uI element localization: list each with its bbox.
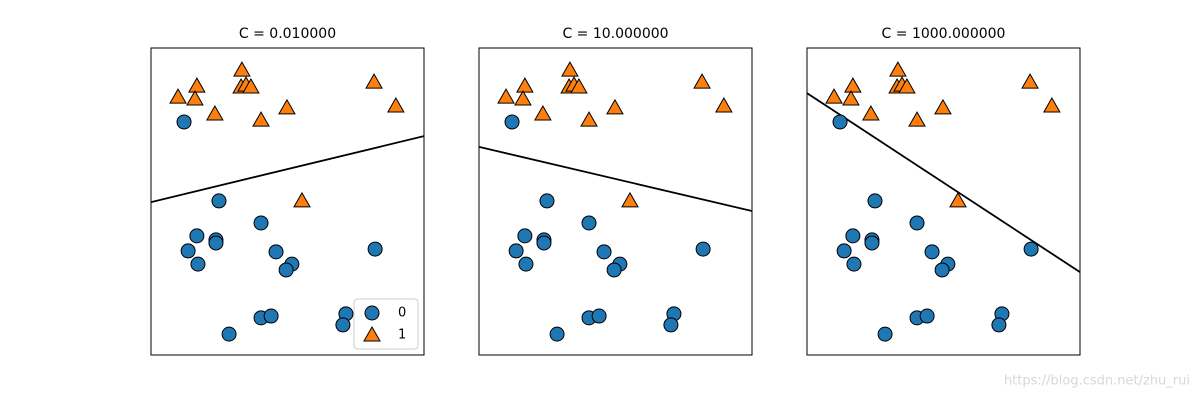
point [233, 61, 251, 77]
point [695, 241, 711, 257]
point [534, 104, 552, 121]
point [190, 256, 206, 272]
point [508, 243, 524, 259]
point [186, 89, 204, 106]
point [208, 235, 224, 251]
point [549, 326, 565, 342]
point [621, 191, 639, 208]
legend-marker [363, 325, 381, 342]
point [539, 193, 555, 209]
point [189, 228, 205, 244]
point [570, 77, 588, 94]
point [504, 114, 520, 130]
point [606, 98, 624, 115]
point [367, 241, 383, 257]
point [1043, 97, 1061, 113]
point [842, 89, 860, 106]
chart-title: C = 0.010000 [239, 26, 336, 42]
point [211, 193, 227, 209]
point [836, 243, 852, 259]
point [180, 243, 196, 259]
point [206, 104, 224, 121]
point [934, 98, 952, 115]
point [1021, 73, 1039, 89]
point [365, 73, 383, 89]
point [909, 215, 925, 231]
point [846, 256, 862, 272]
point [693, 73, 711, 89]
point [832, 114, 848, 130]
legend-marker [364, 305, 380, 321]
point [169, 88, 187, 104]
point [934, 262, 950, 278]
point [293, 191, 311, 208]
decision-boundary [479, 145, 752, 212]
point [268, 244, 284, 260]
point [924, 244, 940, 260]
point [606, 262, 622, 278]
point [561, 61, 579, 77]
point [252, 111, 270, 127]
point [514, 89, 532, 106]
point [580, 111, 598, 127]
point [516, 77, 534, 93]
point [517, 228, 533, 244]
point [908, 111, 926, 127]
plot-frame [806, 47, 1081, 356]
plot-frame [478, 47, 753, 356]
decision-boundary [807, 92, 1080, 273]
point [188, 77, 206, 93]
point [919, 308, 935, 324]
decision-boundary [151, 135, 424, 203]
point [898, 77, 916, 94]
point [591, 308, 607, 324]
point [518, 256, 534, 272]
chart-title: C = 10.000000 [562, 26, 668, 42]
point [536, 235, 552, 251]
point [253, 215, 269, 231]
point [278, 98, 296, 115]
point [387, 97, 405, 113]
point [221, 326, 237, 342]
point [663, 317, 679, 333]
point [497, 88, 515, 104]
point [877, 326, 893, 342]
watermark: https://blog.csdn.net/zhu_rui [1004, 374, 1190, 389]
point [864, 235, 880, 251]
point [715, 97, 733, 113]
point [278, 262, 294, 278]
point [845, 228, 861, 244]
point [176, 114, 192, 130]
point [844, 77, 862, 93]
plot-frame [150, 47, 425, 356]
point [862, 104, 880, 121]
point [596, 244, 612, 260]
legend-label: 0 [398, 306, 406, 321]
point [889, 61, 907, 77]
point [825, 88, 843, 104]
point [263, 308, 279, 324]
point [1023, 241, 1039, 257]
point [242, 77, 260, 94]
point [867, 193, 883, 209]
point [581, 215, 597, 231]
point [991, 317, 1007, 333]
point [335, 317, 351, 333]
point [949, 191, 967, 208]
legend-label: 1 [398, 328, 406, 343]
chart-title: C = 1000.000000 [882, 26, 1006, 42]
